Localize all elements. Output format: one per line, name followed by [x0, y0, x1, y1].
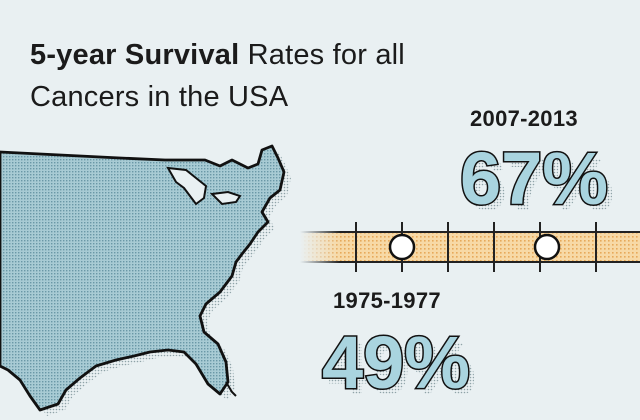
title-line-2: Cancers in the USA	[30, 81, 289, 113]
period-label-recent: 2007-2013	[470, 106, 578, 131]
timeline-ticks	[355, 222, 597, 272]
florida-keys	[225, 381, 237, 397]
timeline-bar	[300, 232, 640, 262]
timeline	[300, 222, 640, 272]
great-lakes	[166, 166, 208, 206]
stat-early: 49% 49%	[321, 320, 502, 411]
infographic-title: 5-year Survival Rates for all Cancers in…	[30, 34, 405, 118]
usa-map-outline	[0, 144, 286, 412]
stat-recent-shadow: 67%	[466, 143, 614, 226]
title-rest: Rates for all	[239, 39, 405, 71]
great-lakes-east	[209, 190, 242, 206]
stat-early-value: 49%	[322, 321, 470, 404]
usa-map	[0, 144, 291, 416]
period-label-early: 1975-1977	[333, 288, 441, 313]
stat-recent-value: 67%	[460, 137, 608, 220]
title-bold: 5-year Survival	[30, 39, 240, 71]
timeline-marker-2007	[533, 233, 561, 261]
stat-recent: 67% 67%	[459, 136, 640, 227]
stat-early-shadow: 49%	[328, 327, 476, 410]
timeline-marker-1975	[388, 233, 416, 261]
